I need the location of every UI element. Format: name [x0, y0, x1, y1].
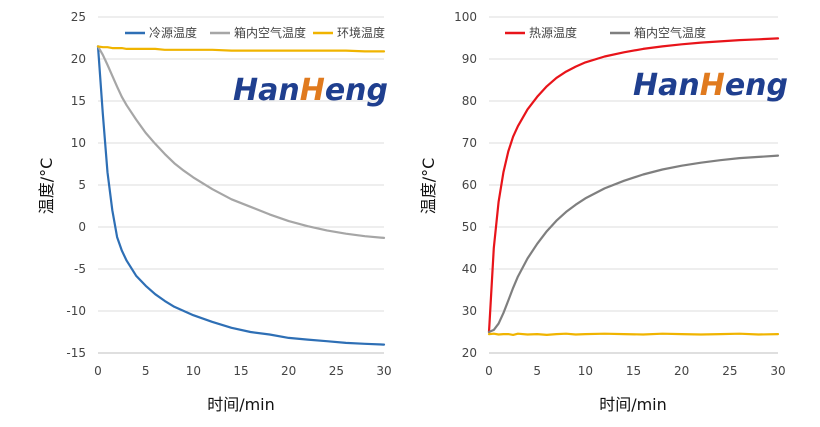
logo-text: HanHeng: [633, 68, 788, 103]
x-tick-label: 30: [376, 364, 391, 378]
x-tick-label: 25: [722, 364, 737, 378]
x-tick-label: 30: [770, 364, 785, 378]
x-tick-label: 20: [674, 364, 689, 378]
y-tick-label: 30: [462, 304, 477, 318]
legend-label: 箱内空气温度: [634, 25, 706, 40]
logo: HanHeng: [233, 73, 388, 108]
y-tick-label: 70: [462, 136, 477, 150]
x-axis-title: 时间/min: [599, 395, 667, 414]
y-tick-label: -5: [74, 262, 86, 276]
y-tick-label: 60: [462, 178, 477, 192]
y-tick-label: 25: [71, 10, 86, 24]
y-tick-label: 20: [71, 52, 86, 66]
y-tick-label: 10: [71, 136, 86, 150]
y-tick-label: 100: [454, 10, 477, 24]
grid-lines: [489, 16, 778, 354]
series-line: [96, 45, 386, 346]
series-line: [487, 154, 780, 334]
series-line: [487, 332, 780, 336]
x-tick-label: 10: [578, 364, 593, 378]
chart-right: 20 30 40 50 60 70 80 90 100 0 5 10 15 20 25 30 热源温度 箱内空气…: [419, 10, 788, 414]
y-axis-title: 温度/°C: [419, 158, 438, 215]
x-axis-title: 时间/min: [207, 395, 275, 414]
tick-labels: 20 30 40 50 60 70 80 90 100 0 5 10 15 20 25 30: [454, 10, 786, 378]
logo-text: HanHeng: [233, 73, 388, 108]
legend-label: 环境温度: [337, 25, 385, 40]
y-tick-label: 50: [462, 220, 477, 234]
y-tick-label: 5: [78, 178, 86, 192]
legend: 冷源温度 箱内空气温度 环境温度: [125, 25, 385, 40]
series-line: [487, 37, 780, 334]
legend-label: 冷源温度: [149, 25, 197, 40]
y-axis-title: 温度/°C: [37, 158, 56, 215]
x-tick-label: 0: [485, 364, 493, 378]
legend-label: 箱内空气温度: [234, 25, 306, 40]
legend: 热源温度 箱内空气温度: [505, 25, 706, 40]
series-line: [96, 45, 386, 239]
logo: HanHeng: [633, 68, 788, 103]
x-tick-label: 15: [626, 364, 641, 378]
y-tick-label: 80: [462, 94, 477, 108]
x-tick-label: 5: [142, 364, 150, 378]
tick-labels: -15 -10 -5 0 5 10 15 20 25 0 5 10 15 20 25 30: [66, 10, 391, 378]
legend-label: 热源温度: [529, 25, 577, 40]
y-tick-label: 0: [78, 220, 86, 234]
series-lines: [96, 45, 386, 346]
x-tick-label: 0: [94, 364, 102, 378]
y-tick-label: -10: [66, 304, 86, 318]
series-line: [96, 45, 386, 53]
x-tick-label: 15: [233, 364, 248, 378]
y-tick-label: 90: [462, 52, 477, 66]
chart-left: -15 -10 -5 0 5 10 15 20 25 0 5 10 15 20 25 30 冷源温度 箱内空气温…: [37, 10, 392, 414]
grid-lines: [98, 16, 384, 354]
y-tick-label: 20: [462, 346, 477, 360]
x-tick-label: 25: [329, 364, 344, 378]
y-tick-label: 15: [71, 94, 86, 108]
series-lines: [487, 37, 780, 336]
x-tick-label: 5: [533, 364, 541, 378]
y-tick-label: -15: [66, 346, 86, 360]
y-tick-label: 40: [462, 262, 477, 276]
x-tick-label: 10: [186, 364, 201, 378]
x-tick-label: 20: [281, 364, 296, 378]
